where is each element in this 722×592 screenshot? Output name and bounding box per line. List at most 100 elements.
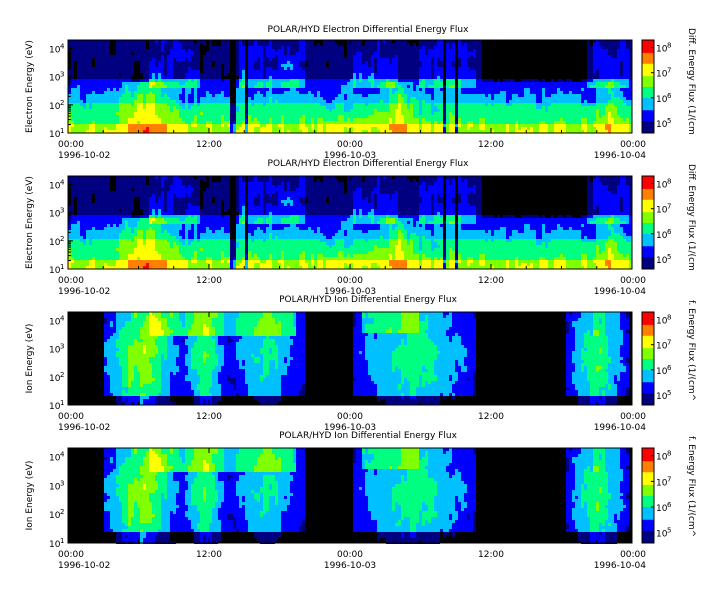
- spectrogram-cell: [149, 97, 152, 100]
- spectrogram-cell: [206, 79, 209, 82]
- spectrogram-cell: [413, 106, 416, 109]
- spectrogram-cell: [311, 76, 314, 79]
- spectrogram-cell: [77, 109, 80, 112]
- spectrogram-cell: [596, 43, 599, 46]
- spectrogram-cell: [407, 73, 410, 76]
- spectrogram-cell: [89, 106, 92, 109]
- spectrogram-cell: [143, 73, 146, 76]
- spectrogram-cell: [410, 100, 413, 103]
- spectrogram-cell: [605, 61, 608, 64]
- spectrogram-cell: [335, 127, 338, 130]
- spectrogram-cell: [254, 88, 257, 91]
- spectrogram-cells: [68, 40, 632, 133]
- spectrogram-cell: [392, 46, 395, 49]
- spectrogram-cell: [335, 67, 338, 70]
- spectrogram-cell: [599, 85, 602, 88]
- spectrogram-cell: [272, 130, 275, 133]
- spectrogram-cell: [569, 103, 572, 106]
- spectrogram-cell: [434, 70, 437, 73]
- spectrogram-cell: [149, 82, 152, 85]
- spectrogram-cell: [77, 127, 80, 130]
- spectrogram-cell: [368, 70, 371, 73]
- spectrogram-cell: [113, 103, 116, 106]
- spectrogram-cell: [92, 79, 95, 82]
- spectrogram-cell: [362, 67, 365, 70]
- spectrogram-cell: [338, 100, 341, 103]
- spectrogram-cell: [509, 112, 512, 115]
- spectrogram-cell: [140, 130, 143, 133]
- spectrogram-cell: [254, 130, 257, 133]
- spectrogram-cell: [377, 112, 380, 115]
- spectrogram-cell: [431, 88, 434, 91]
- spectrogram-cell: [461, 52, 464, 55]
- spectrogram-cell: [584, 130, 587, 133]
- spectrogram-cell: [317, 112, 320, 115]
- spectrogram-cell: [389, 43, 392, 46]
- spectrogram-cell: [353, 97, 356, 100]
- spectrogram-cell: [137, 97, 140, 100]
- spectrogram-cell: [521, 106, 524, 109]
- spectrogram-cell: [383, 67, 386, 70]
- spectrogram-cell: [338, 52, 341, 55]
- spectrogram-cell: [215, 85, 218, 88]
- spectrogram-cell: [311, 79, 314, 82]
- spectrogram-cell: [296, 70, 299, 73]
- spectrogram-cell: [599, 97, 602, 100]
- spectrogram-cell: [578, 112, 581, 115]
- spectrogram-cell: [215, 115, 218, 118]
- spectrogram-cell: [272, 40, 275, 43]
- spectrogram-cell: [545, 94, 548, 97]
- spectrogram-cell: [344, 64, 347, 67]
- spectrogram-cell: [332, 97, 335, 100]
- spectrogram-cell: [209, 85, 212, 88]
- spectrogram-cell: [404, 94, 407, 97]
- spectrogram-cell: [230, 115, 233, 118]
- spectrogram-cell: [248, 100, 251, 103]
- spectrogram-cell: [149, 76, 152, 79]
- spectrogram-cell: [362, 112, 365, 115]
- spectrogram-cell: [368, 55, 371, 58]
- spectrogram-cell: [497, 106, 500, 109]
- spectrogram-cell: [278, 88, 281, 91]
- spectrogram-cell: [614, 49, 617, 52]
- spectrogram-cell: [281, 43, 284, 46]
- spectrogram-cell: [578, 115, 581, 118]
- spectrogram-cell: [374, 46, 377, 49]
- spectrogram-cell: [467, 82, 470, 85]
- spectrogram-cell: [389, 115, 392, 118]
- spectrogram-cell: [257, 106, 260, 109]
- spectrogram-cell: [257, 118, 260, 121]
- spectrogram-cell: [374, 58, 377, 61]
- spectrogram-cell: [608, 73, 611, 76]
- spectrogram-cell: [344, 85, 347, 88]
- spectrogram-cell: [320, 61, 323, 64]
- spectrogram-cell: [209, 109, 212, 112]
- spectrogram-cell: [410, 94, 413, 97]
- spectrogram-cell: [566, 124, 569, 127]
- spectrogram-cell: [542, 91, 545, 94]
- spectrogram-cell: [458, 73, 461, 76]
- spectrogram-cell: [104, 85, 107, 88]
- spectrogram-cell: [458, 79, 461, 82]
- spectrogram-cell: [77, 94, 80, 97]
- spectrogram-cell: [359, 112, 362, 115]
- spectrogram-cell: [473, 55, 476, 58]
- spectrogram-cell: [557, 124, 560, 127]
- spectrogram-cell: [206, 70, 209, 73]
- spectrogram-cell: [335, 130, 338, 133]
- spectrogram-cell: [596, 79, 599, 82]
- spectrogram-cell: [293, 58, 296, 61]
- spectrogram-cell: [338, 121, 341, 124]
- spectrogram-cell: [533, 130, 536, 133]
- spectrogram-cell: [359, 109, 362, 112]
- spectrogram-cell: [452, 64, 455, 67]
- spectrogram-cell: [248, 106, 251, 109]
- spectrogram-cell: [158, 55, 161, 58]
- spectrogram-cell: [200, 91, 203, 94]
- spectrogram-cell: [581, 94, 584, 97]
- spectrogram-cell: [254, 49, 257, 52]
- spectrogram-cell: [611, 43, 614, 46]
- spectrogram-cell: [293, 124, 296, 127]
- spectrogram-cell: [350, 67, 353, 70]
- spectrogram-cell: [290, 70, 293, 73]
